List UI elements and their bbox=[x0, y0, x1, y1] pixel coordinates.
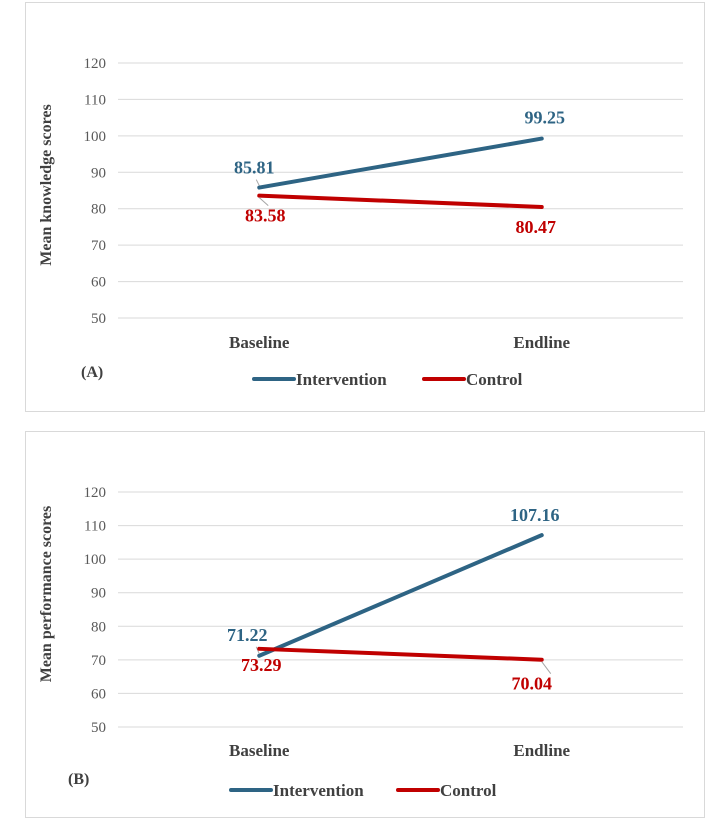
data-label-leader bbox=[255, 179, 260, 186]
panel-label: (A) bbox=[81, 364, 103, 381]
y-tick-label: 60 bbox=[91, 686, 106, 702]
data-label-leader bbox=[255, 646, 260, 654]
x-category-label: Baseline bbox=[229, 333, 290, 352]
data-label: 85.81 bbox=[234, 158, 275, 178]
x-category-label: Endline bbox=[513, 333, 570, 352]
legend-label-control: Control bbox=[440, 781, 497, 800]
x-category-label: Endline bbox=[513, 741, 570, 760]
y-tick-label: 50 bbox=[91, 311, 106, 327]
data-label: 99.25 bbox=[525, 108, 566, 128]
y-axis-label: Mean performance scores bbox=[38, 506, 55, 683]
y-tick-label: 90 bbox=[91, 165, 106, 181]
y-tick-label: 100 bbox=[84, 129, 107, 145]
data-label: 83.58 bbox=[245, 206, 286, 226]
panel-label: (B) bbox=[68, 771, 89, 788]
legend-label-control: Control bbox=[466, 370, 523, 389]
data-label-leader bbox=[541, 661, 552, 675]
legend-label-intervention: Intervention bbox=[273, 781, 364, 800]
y-axis-label: Mean knowledge scores bbox=[38, 104, 55, 265]
data-label-leader bbox=[258, 197, 269, 207]
y-tick-label: 80 bbox=[91, 619, 106, 635]
series-line-intervention bbox=[257, 136, 544, 190]
y-tick-label: 110 bbox=[84, 92, 106, 108]
data-label: 71.22 bbox=[227, 625, 268, 645]
y-tick-label: 70 bbox=[91, 653, 106, 669]
y-tick-label: 100 bbox=[84, 552, 107, 568]
series-line-intervention bbox=[257, 533, 544, 658]
y-tick-label: 50 bbox=[91, 720, 106, 736]
y-tick-label: 120 bbox=[84, 56, 107, 72]
data-label: 73.29 bbox=[241, 655, 282, 675]
chart-panel-b: 50 60 70 80 90 100 110 120 Mean performance scor… bbox=[25, 431, 705, 818]
y-tick-label: 80 bbox=[91, 202, 106, 218]
y-tick-label: 110 bbox=[84, 519, 106, 535]
data-label: 107.16 bbox=[510, 505, 560, 525]
data-label: 70.04 bbox=[512, 674, 553, 694]
y-tick-label: 120 bbox=[84, 485, 107, 501]
series-line-control bbox=[257, 193, 544, 210]
x-category-label: Baseline bbox=[229, 741, 290, 760]
chart-b-svg: 50 60 70 80 90 100 110 120 Mean performance scor… bbox=[38, 485, 683, 800]
data-label: 80.47 bbox=[516, 217, 557, 237]
chart-panel-a: 50 60 70 80 90 100 110 120 Mean knowledge scores… bbox=[25, 2, 705, 412]
y-tick-label: 70 bbox=[91, 238, 106, 254]
y-tick-label: 60 bbox=[91, 275, 106, 291]
y-tick-label: 90 bbox=[91, 586, 106, 602]
legend-label-intervention: Intervention bbox=[296, 370, 387, 389]
series-line-control bbox=[257, 646, 544, 662]
chart-a-svg: 50 60 70 80 90 100 110 120 Mean knowledge scores… bbox=[38, 56, 683, 389]
